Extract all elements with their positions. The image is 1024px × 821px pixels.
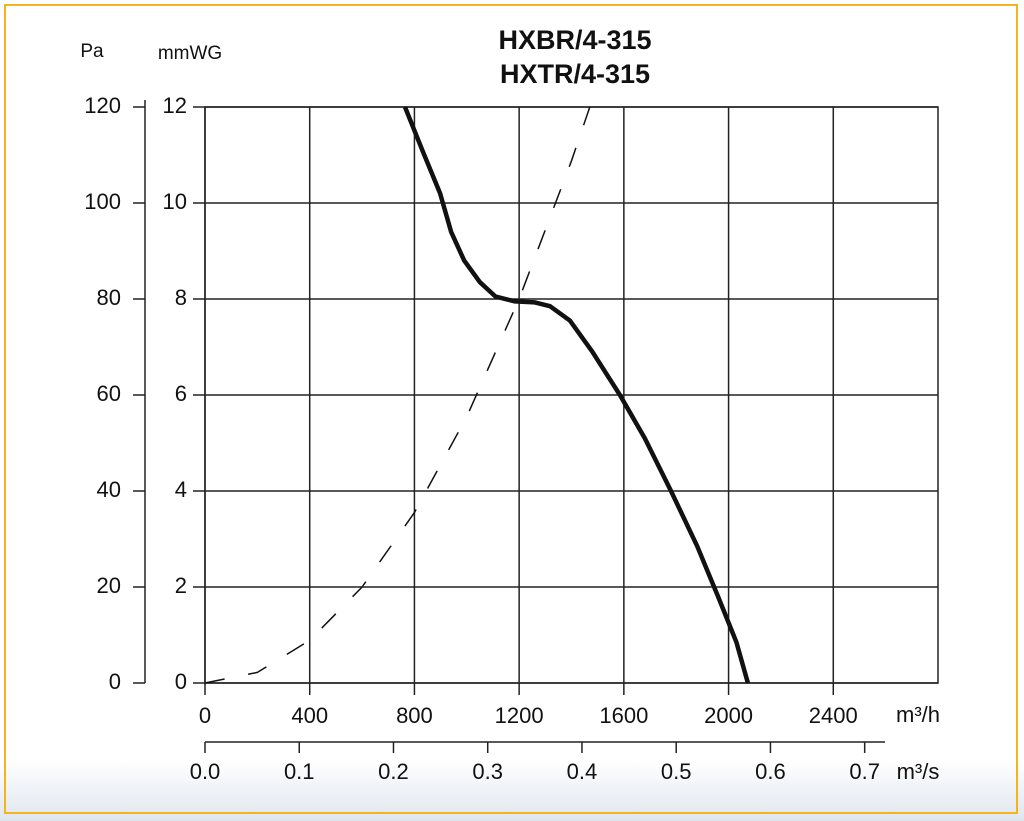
x-axis-label: m³/h [896, 702, 940, 727]
y-tick-label: 10 [163, 189, 187, 214]
x2-tick-label: 0.7 [849, 759, 880, 784]
curve [402, 106, 751, 684]
x-tick-label: 2400 [809, 703, 858, 728]
y2-tick-label: 60 [97, 381, 121, 406]
y2-tick-label: 20 [97, 573, 121, 598]
y-tick-label: 12 [163, 93, 187, 118]
x2-tick-label: 0.3 [472, 759, 503, 784]
x2-tick-label: 0.1 [284, 759, 315, 784]
y2-tick-label: 100 [84, 189, 121, 214]
y-tick-label: 0 [175, 669, 187, 694]
x2-tick-label: 0.5 [661, 759, 692, 784]
background-fade [0, 760, 1024, 821]
x2-axis-label: m³/s [897, 759, 940, 784]
y2-tick-label: 0 [109, 669, 121, 694]
y-tick-label: 2 [175, 573, 187, 598]
x-tick-label: 800 [396, 703, 433, 728]
chart-title: HXBR/4-315 [498, 25, 651, 55]
y2-axis-label: Pa [80, 41, 104, 62]
y2-tick-label: 120 [84, 93, 121, 118]
x2-tick-label: 0.2 [378, 759, 409, 784]
chart-subtitle: HXTR/4-315 [500, 59, 650, 89]
x-tick-label: 1600 [599, 703, 648, 728]
y-tick-label: 4 [175, 477, 187, 502]
y-axis-label: mmWG [158, 43, 222, 64]
x-tick-label: 0 [199, 703, 211, 728]
x2-tick-label: 0.4 [567, 759, 598, 784]
y2-tick-label: 40 [97, 477, 121, 502]
x-tick-label: 1200 [495, 703, 544, 728]
x-tick-label: 2000 [704, 703, 753, 728]
x2-tick-label: 0.6 [755, 759, 786, 784]
frame [4, 4, 1018, 814]
y2-tick-label: 80 [97, 285, 121, 310]
x-tick-label: 400 [291, 703, 328, 728]
x2-tick-label: 0.0 [190, 759, 221, 784]
curve [204, 106, 591, 684]
y-tick-label: 8 [175, 285, 187, 310]
y-tick-label: 6 [175, 381, 187, 406]
